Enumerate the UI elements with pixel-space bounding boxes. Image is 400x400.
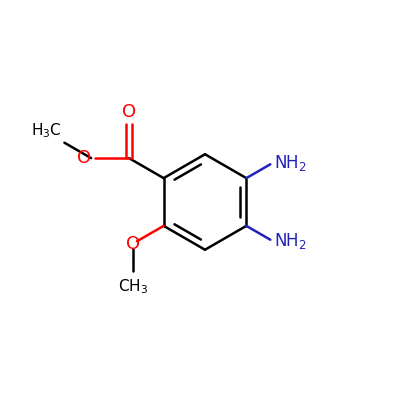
Text: O: O bbox=[122, 102, 136, 120]
Text: H$_3$C: H$_3$C bbox=[31, 121, 61, 140]
Text: NH$_2$: NH$_2$ bbox=[274, 153, 307, 173]
Text: O: O bbox=[77, 149, 91, 167]
Text: O: O bbox=[126, 234, 140, 252]
Text: CH$_3$: CH$_3$ bbox=[118, 278, 148, 296]
Text: NH$_2$: NH$_2$ bbox=[274, 231, 307, 251]
